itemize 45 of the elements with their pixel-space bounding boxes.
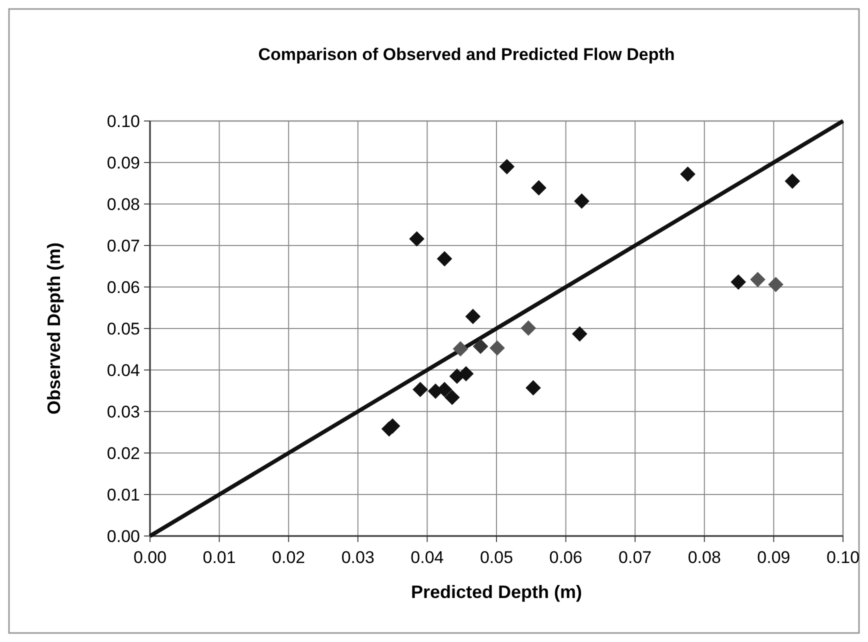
x-tick-label: 0.05	[480, 548, 514, 567]
x-tick-label: 0.07	[618, 548, 652, 567]
point	[409, 231, 424, 247]
y-tick-label: 0.07	[106, 236, 140, 256]
x-tick-label: 0.10	[826, 548, 860, 567]
x-tick-label: 0.09	[757, 548, 790, 567]
y-tick-label: 0.06	[106, 278, 140, 297]
point	[436, 251, 452, 266]
point	[452, 341, 468, 357]
point	[572, 326, 588, 342]
point	[412, 382, 428, 398]
y-tick-label: 0.03	[106, 402, 140, 422]
y-tick-label: 0.04	[106, 361, 140, 380]
x-tick-label: 0.00	[133, 548, 167, 567]
x-tick-label: 0.06	[549, 548, 582, 567]
point	[784, 174, 800, 189]
x-axis-title: Predicted Depth (m)	[410, 582, 582, 602]
point	[465, 308, 481, 324]
point	[730, 274, 746, 290]
point	[472, 338, 488, 354]
x-tick-label: 0.01	[202, 548, 236, 567]
point	[574, 193, 590, 209]
y-tick-label: 0.02	[106, 444, 140, 463]
x-tick-label: 0.08	[688, 548, 721, 567]
x-tick-label: 0.02	[272, 548, 306, 567]
point	[458, 366, 474, 382]
chart-title: Comparison of Observed and Predicted Flow Depth	[258, 45, 675, 64]
point	[490, 340, 505, 356]
x-tick-label: 0.04	[410, 548, 444, 567]
y-tick-label: 0.09	[106, 154, 140, 172]
point	[531, 180, 546, 196]
point	[680, 166, 696, 182]
y-tick-label: 0.01	[106, 486, 140, 504]
point	[750, 272, 766, 288]
point	[526, 380, 541, 396]
point	[768, 276, 784, 292]
y-axis-title: Observed Depth (m)	[44, 242, 64, 415]
point	[444, 390, 460, 406]
y-tick-label: 0.08	[106, 195, 140, 214]
x-tick-label: 0.03	[341, 548, 374, 567]
point	[499, 158, 515, 174]
point	[520, 320, 536, 336]
y-tick-label: 0.10	[106, 112, 140, 131]
y-tick-label: 0.05	[106, 320, 140, 338]
y-tick-label: 0.00	[106, 527, 140, 546]
